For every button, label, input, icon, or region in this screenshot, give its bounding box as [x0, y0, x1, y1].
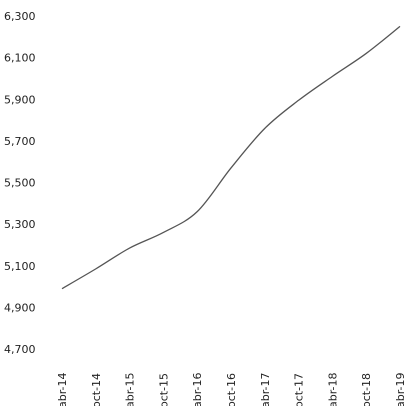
- x-tick-label: abr-18: [326, 372, 339, 406]
- y-axis: 6,300 6,100 5,900 5,700 5,500 5,300 5,100 4,900…: [4, 10, 36, 356]
- x-tick-label: oct-15: [157, 373, 170, 406]
- x-tick-label: abr-14: [56, 372, 69, 406]
- series-line: [61, 25, 401, 290]
- y-tick-label: 5,700: [4, 135, 36, 148]
- x-tick-label: oct-16: [225, 373, 238, 406]
- y-tick-label: 5,300: [4, 218, 36, 231]
- x-tick-label: abr-17: [259, 372, 272, 406]
- y-tick-label: 4,700: [4, 343, 36, 356]
- y-tick-label: 6,300: [4, 10, 36, 23]
- x-tick-label: abr-16: [191, 372, 204, 406]
- plot-area: [61, 25, 401, 290]
- y-tick-label: 5,500: [4, 177, 36, 190]
- y-tick-label: 6,100: [4, 52, 36, 65]
- y-tick-label: 5,900: [4, 93, 36, 106]
- y-tick-label: 4,900: [4, 301, 36, 314]
- x-tick-label: oct-18: [360, 373, 373, 406]
- x-tick-label: oct-14: [90, 373, 103, 406]
- y-tick-label: 5,100: [4, 260, 36, 273]
- x-axis: abr-14 oct-14 abr-15 oct-15 abr-16 oct-16 abr-…: [56, 372, 406, 406]
- x-tick-label: abr-15: [124, 372, 137, 406]
- x-tick-label: abr-19: [394, 372, 406, 406]
- x-tick-label: oct-17: [293, 373, 306, 406]
